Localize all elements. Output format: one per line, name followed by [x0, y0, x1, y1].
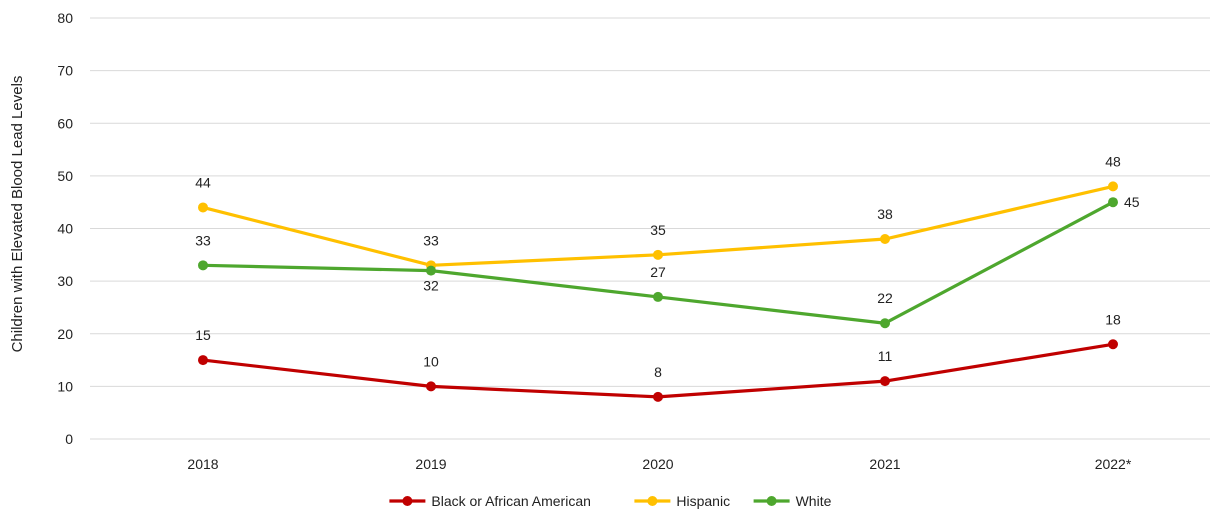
y-tick-label: 50: [57, 168, 73, 184]
y-tick-label: 70: [57, 63, 73, 79]
series-1: [198, 181, 1118, 271]
data-label: 10: [423, 353, 439, 369]
y-tick-label: 30: [57, 273, 73, 289]
data-point: [880, 376, 890, 387]
data-label: 22: [877, 290, 893, 306]
data-point: [198, 260, 208, 271]
data-point: [653, 391, 663, 402]
x-tick-label: 2021: [869, 456, 900, 472]
legend-item: Hispanic: [634, 493, 730, 509]
data-point: [1108, 197, 1118, 208]
data-point: [426, 265, 436, 276]
legend-label: White: [796, 493, 832, 509]
y-tick-label: 60: [57, 115, 73, 131]
series-2: [198, 197, 1118, 329]
data-label: 35: [650, 222, 666, 238]
data-label: 15: [195, 327, 211, 343]
legend-item: White: [753, 493, 832, 509]
y-tick-label: 80: [57, 10, 73, 26]
data-label: 32: [423, 278, 439, 294]
data-point: [198, 202, 208, 213]
data-point: [880, 234, 890, 245]
series-0: [198, 339, 1118, 402]
series-line: [201, 200, 1115, 325]
y-tick-label: 0: [65, 431, 73, 447]
data-label: 18: [1105, 311, 1121, 327]
data-label: 33: [195, 232, 211, 248]
data-point: [1108, 181, 1118, 192]
gridlines: [90, 17, 1210, 440]
x-tick-label: 2019: [415, 456, 446, 472]
data-point: [1108, 339, 1118, 350]
legend: Black or African American Hispanic White: [389, 493, 832, 509]
data-point: [653, 249, 663, 260]
legend-swatch-marker: [402, 496, 413, 506]
legend-label: Hispanic: [676, 493, 730, 509]
y-tick-label: 20: [57, 326, 73, 342]
data-label: 11: [878, 348, 893, 364]
data-label: 48: [1105, 153, 1121, 169]
y-axis: 0 10 20 30 40 50 60 70 80: [57, 10, 73, 447]
legend-item: Black or African American: [389, 493, 591, 509]
series: [198, 181, 1118, 402]
x-tick-label: 2022*: [1095, 456, 1132, 472]
data-point: [198, 355, 208, 366]
x-axis: 2018 2019 2020 2021 2022*: [187, 456, 1131, 472]
data-label: 38: [877, 206, 893, 222]
data-label: 45: [1124, 194, 1140, 210]
y-tick-label: 10: [57, 378, 73, 394]
data-point: [653, 291, 663, 302]
data-labels: 15 10 8 11 18 44 33 35 38 48 33 32 27 22 45: [195, 153, 1140, 380]
x-tick-label: 2020: [642, 456, 673, 472]
legend-swatch-marker: [766, 496, 777, 506]
data-point: [426, 381, 436, 392]
y-axis-title: Children with Elevated Blood Lead Levels: [9, 76, 26, 353]
legend-swatch-marker: [647, 496, 658, 506]
legend-label: Black or African American: [431, 493, 591, 509]
data-label: 27: [650, 264, 666, 280]
data-label: 8: [654, 364, 662, 380]
data-label: 44: [195, 174, 211, 190]
data-label: 33: [423, 232, 439, 248]
x-tick-label: 2018: [187, 456, 218, 472]
y-tick-label: 40: [57, 221, 73, 237]
data-point: [880, 318, 890, 329]
